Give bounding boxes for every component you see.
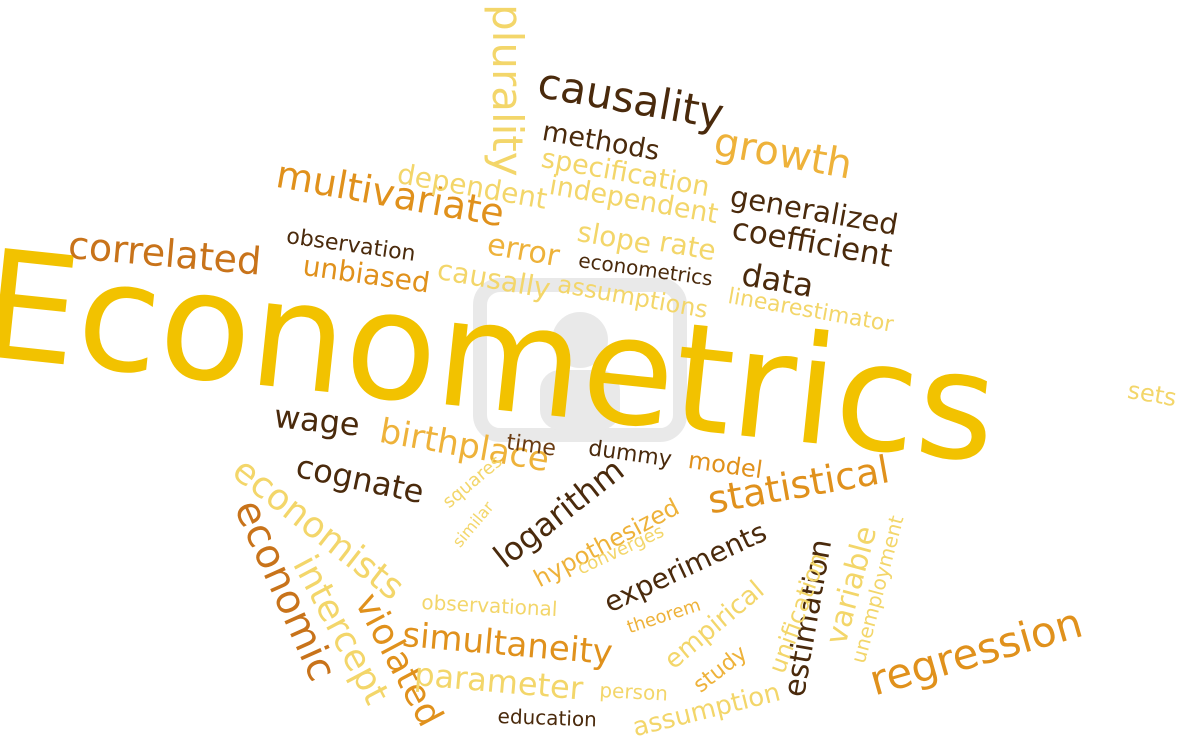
word-wage: wage	[272, 397, 362, 444]
word-education: education	[497, 704, 598, 732]
word-regression: regression	[863, 597, 1088, 706]
word-sets: sets	[1125, 376, 1179, 413]
word-observational: observational	[420, 590, 559, 622]
word-person: person	[598, 678, 669, 706]
word-growth: growth	[710, 119, 856, 189]
word-plurality: plurality	[483, 4, 532, 177]
